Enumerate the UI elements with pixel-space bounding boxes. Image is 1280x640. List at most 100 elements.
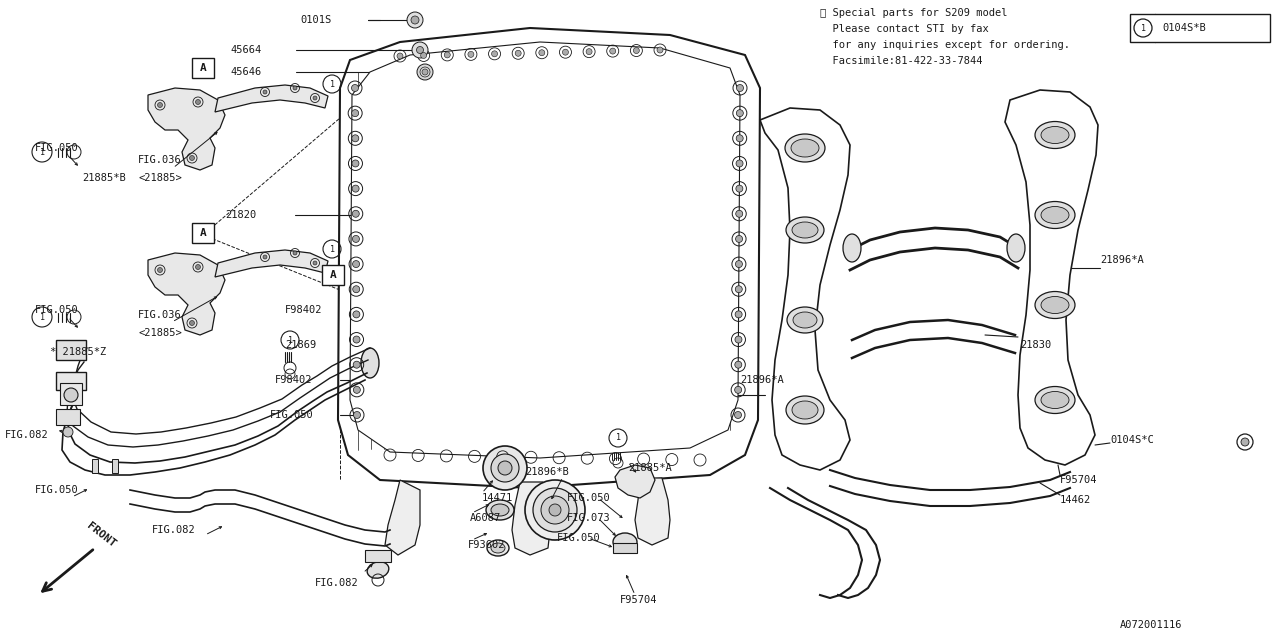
Ellipse shape [791, 139, 819, 157]
Circle shape [541, 496, 570, 524]
Text: F98402: F98402 [275, 375, 312, 385]
Text: * 21885*Z: * 21885*Z [50, 347, 106, 357]
Polygon shape [614, 465, 655, 498]
Text: 21885*B: 21885*B [82, 173, 125, 183]
Circle shape [397, 53, 403, 59]
Ellipse shape [492, 504, 509, 516]
Polygon shape [215, 250, 328, 277]
Bar [365, 550, 390, 562]
Text: 14462: 14462 [1060, 495, 1092, 505]
Polygon shape [338, 28, 760, 488]
Text: Facsimile:81-422-33-7844: Facsimile:81-422-33-7844 [820, 56, 983, 66]
Text: ※ Special parts for S209 model: ※ Special parts for S209 model [820, 8, 1007, 18]
Bar [113, 459, 118, 473]
Circle shape [609, 48, 616, 54]
Circle shape [353, 336, 360, 343]
Ellipse shape [786, 217, 824, 243]
Circle shape [736, 84, 744, 92]
Ellipse shape [786, 396, 824, 424]
Text: FIG.050: FIG.050 [557, 533, 600, 543]
Circle shape [735, 412, 741, 419]
Text: F95704: F95704 [620, 595, 658, 605]
Circle shape [634, 47, 640, 54]
Circle shape [196, 264, 201, 269]
Bar [192, 58, 214, 78]
Circle shape [262, 90, 268, 94]
Circle shape [421, 52, 426, 58]
Ellipse shape [844, 234, 861, 262]
Circle shape [352, 185, 360, 192]
Text: <21885>: <21885> [138, 328, 182, 338]
Ellipse shape [486, 500, 515, 520]
Text: for any inquiries except for ordering.: for any inquiries except for ordering. [820, 40, 1070, 50]
Bar [56, 340, 86, 360]
Circle shape [411, 16, 419, 24]
Circle shape [735, 336, 742, 343]
Ellipse shape [1041, 207, 1069, 223]
Text: A072001116: A072001116 [1120, 620, 1183, 630]
Ellipse shape [1041, 296, 1069, 314]
Ellipse shape [1036, 202, 1075, 228]
Text: 1: 1 [40, 147, 45, 157]
Circle shape [353, 412, 361, 419]
Text: 0101S: 0101S [300, 15, 332, 25]
Circle shape [736, 185, 742, 192]
Circle shape [736, 160, 742, 167]
Bar [323, 265, 344, 285]
Text: 45664: 45664 [230, 45, 261, 55]
Text: 1: 1 [40, 312, 45, 321]
Polygon shape [148, 253, 225, 335]
Text: 1: 1 [288, 335, 293, 344]
Ellipse shape [1041, 392, 1069, 408]
Circle shape [444, 52, 451, 58]
Text: FIG.050: FIG.050 [35, 485, 79, 495]
Circle shape [352, 211, 360, 217]
Ellipse shape [1036, 387, 1075, 413]
Polygon shape [148, 88, 225, 170]
Text: FIG.082: FIG.082 [152, 525, 196, 535]
Ellipse shape [785, 134, 826, 162]
Text: FIG.036: FIG.036 [138, 310, 182, 320]
Circle shape [657, 47, 663, 53]
Bar [613, 543, 637, 553]
Text: FIG.050: FIG.050 [35, 305, 79, 315]
Ellipse shape [613, 533, 637, 551]
Text: FIG.050: FIG.050 [567, 493, 611, 503]
Ellipse shape [1007, 234, 1025, 262]
Text: A: A [330, 270, 337, 280]
Circle shape [352, 160, 358, 167]
Text: 45646: 45646 [230, 67, 261, 77]
Text: 21830: 21830 [1020, 340, 1051, 350]
Circle shape [352, 260, 360, 268]
Text: 1: 1 [1140, 24, 1146, 33]
Circle shape [492, 51, 498, 57]
Polygon shape [1005, 90, 1098, 465]
Circle shape [262, 255, 268, 259]
Text: 21896*B: 21896*B [525, 467, 568, 477]
Polygon shape [512, 482, 550, 555]
Circle shape [498, 461, 512, 475]
Text: 0104S*C: 0104S*C [1110, 435, 1153, 445]
Ellipse shape [492, 543, 506, 553]
Polygon shape [215, 85, 328, 112]
Text: 21896*A: 21896*A [1100, 255, 1144, 265]
Ellipse shape [367, 562, 389, 578]
Bar [1130, 14, 1270, 42]
Circle shape [736, 135, 744, 142]
Circle shape [483, 446, 527, 490]
Circle shape [353, 285, 360, 292]
Circle shape [314, 96, 317, 100]
Circle shape [417, 64, 433, 80]
Text: FIG.073: FIG.073 [567, 513, 611, 523]
Text: A: A [200, 63, 206, 73]
Circle shape [736, 236, 742, 243]
Bar [192, 223, 214, 243]
Circle shape [352, 135, 358, 142]
Circle shape [1242, 438, 1249, 446]
Text: FIG.082: FIG.082 [5, 430, 49, 440]
Ellipse shape [787, 307, 823, 333]
Circle shape [293, 251, 297, 255]
Circle shape [352, 84, 358, 92]
Circle shape [63, 427, 73, 437]
Circle shape [492, 454, 518, 482]
